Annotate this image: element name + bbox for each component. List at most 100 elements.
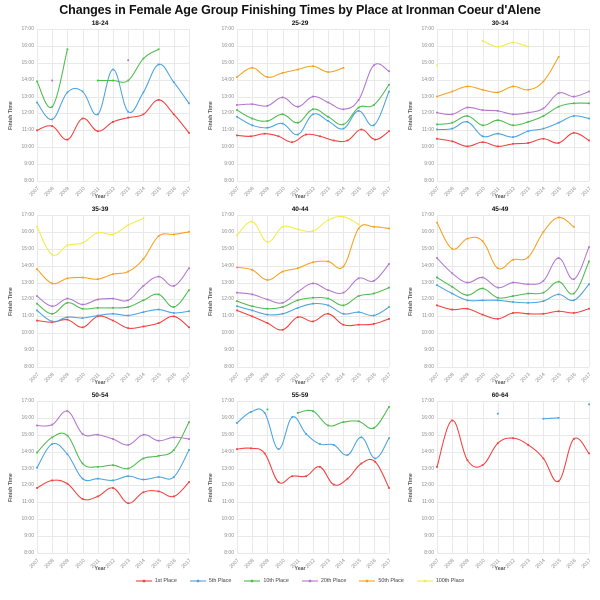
y-axis-label: Finish Time [208,101,214,130]
legend-color-swatch [359,579,376,583]
data-point-marker [481,240,484,243]
data-point-marker [157,48,160,51]
series-line-5th-place [36,63,190,120]
data-point-marker [332,139,335,142]
data-point-marker [296,228,299,231]
gridline-vertical [358,215,360,367]
gridline-horizontal [37,181,189,182]
data-point-marker [357,106,360,109]
data-point-marker [436,257,438,259]
data-point-marker [542,417,545,420]
legend-item[interactable]: 100th Place [416,578,464,584]
data-point-marker [374,138,377,141]
data-point-marker [112,438,114,440]
legend-label: 1st Place [154,578,177,584]
y-axis-tick: 17:00 [221,26,234,32]
data-point-marker [542,457,545,460]
data-point-marker [296,105,299,108]
data-point-marker [312,282,314,285]
series-layer [436,403,590,483]
data-point-marker [342,291,345,294]
data-point-marker [466,106,469,109]
data-point-marker [296,299,299,302]
series-line-10th-place [36,289,190,315]
plot-area: 17:00 16:00 15:00 14:00 13:00 12:00 11:00 10:00… [221,26,392,198]
series-line-1st-place [36,315,190,330]
y-axis-tick: 13:00 [221,279,234,286]
data-point-marker [236,448,238,451]
y-axis-tick: 17:00 [421,26,434,32]
data-point-marker [527,130,530,133]
data-point-marker [481,88,484,91]
data-point-marker [36,424,38,427]
gridline-vertical [528,29,530,181]
legend-item[interactable]: 20th Place [301,578,346,584]
data-point-marker [266,120,269,122]
x-axis-label: Year [294,194,306,200]
series-line-5th-place [542,417,560,420]
gridline-vertical [589,29,590,181]
y-axis-tick: 15:00 [421,59,434,66]
data-point-marker [466,237,469,240]
data-point-marker [572,225,575,228]
data-point-marker [496,442,499,445]
legend-item[interactable]: 10th Place [244,578,289,584]
data-point-marker [188,449,190,451]
data-point-marker [312,261,314,264]
y-axis-tick: 12:00 [221,296,234,303]
data-point-marker [236,76,238,79]
subplot-45-49: 45-49 Finish Time Year 17:00 16:00 15:00 14:00… [400,204,600,390]
y-axis-tick: 13:00 [421,279,434,286]
data-point-marker [236,422,238,424]
gridline-vertical [67,29,69,181]
data-point-marker [451,140,454,143]
legend-item[interactable]: 50th Place [359,578,404,584]
gridline-vertical [282,215,284,367]
legend-item[interactable]: 5th Place [189,578,231,584]
data-point-marker [236,266,238,269]
y-axis-tick: 9:00 [224,533,234,540]
data-point-marker [372,427,375,429]
data-point-marker [81,303,84,306]
data-point-marker [588,102,590,105]
data-point-marker [157,439,160,442]
gridline-vertical [513,215,514,367]
legend-color-swatch [301,579,318,583]
x-axis-label: Year [94,380,106,386]
data-point-marker [388,263,390,265]
gridline-vertical [573,29,575,181]
data-point-marker [112,297,114,300]
data-point-marker [127,299,130,302]
data-point-marker [512,301,514,303]
gridline-vertical [467,29,469,181]
gridline-vertical [513,29,514,181]
data-point-marker [157,322,160,324]
gridline-vertical [143,215,145,367]
series-layer [236,406,390,489]
data-point-marker [251,293,254,296]
plot-area: 17:00 16:00 15:00 14:00 13:00 12:00 11:00 10:00… [21,398,192,570]
data-point-marker [588,283,590,286]
data-point-marker [112,273,114,276]
data-point-marker [557,480,560,483]
y-axis-tick: 10:00 [221,330,234,337]
data-point-marker [96,130,99,133]
data-point-marker [188,267,190,270]
data-point-marker [81,276,84,279]
data-point-marker [481,287,484,290]
data-point-marker [127,314,130,317]
series-line-1st-place [36,479,190,504]
data-point-marker [81,462,84,465]
gridline-vertical [543,401,545,553]
legend-label: 50th Place [378,578,404,584]
data-point-marker [127,327,130,330]
gridline-vertical [452,29,454,181]
data-point-marker [542,115,545,117]
y-axis-tick: 10:00 [21,516,34,523]
y-axis-tick: 9:00 [424,347,434,354]
legend-item[interactable]: 1st Place [135,578,177,584]
data-point-marker [66,482,69,485]
data-point-marker [142,91,145,94]
gridline-vertical [143,401,145,553]
data-point-marker [236,115,238,118]
